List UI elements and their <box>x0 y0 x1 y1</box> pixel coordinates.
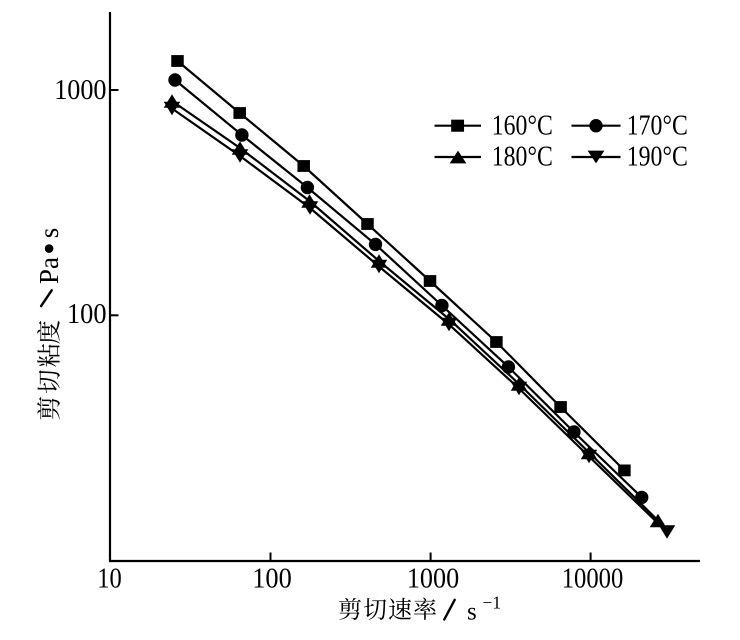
svg-text:170°C: 170°C <box>627 111 688 142</box>
svg-text:100: 100 <box>252 563 292 594</box>
svg-text:100: 100 <box>67 299 107 330</box>
svg-text:10000: 10000 <box>562 563 624 594</box>
svg-text:1000: 1000 <box>407 563 459 594</box>
svg-text:10: 10 <box>97 563 122 594</box>
svg-text:Pa: Pa <box>34 257 64 284</box>
svg-text:1000: 1000 <box>54 75 106 106</box>
svg-text:180°C: 180°C <box>492 142 553 173</box>
svg-text:s: s <box>467 599 477 626</box>
svg-text:190°C: 190°C <box>627 142 688 173</box>
svg-text:s: s <box>34 228 64 239</box>
svg-text:−1: −1 <box>483 593 502 613</box>
svg-text:160°C: 160°C <box>492 111 553 142</box>
